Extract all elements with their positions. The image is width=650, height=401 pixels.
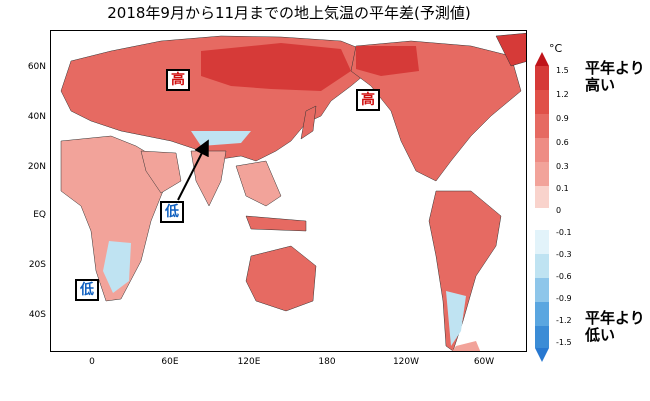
- legend-low-text: 平年より 低い: [585, 310, 650, 344]
- annotation-high-alaska: 高: [356, 89, 380, 111]
- legend-unit: °C: [549, 42, 563, 55]
- y-tick-20s: 20S: [28, 260, 46, 270]
- map-canvas: [60, 32, 526, 351]
- y-tick-eq: EQ: [33, 210, 46, 220]
- land-siberia-deep: [201, 43, 351, 91]
- legend-label-0-6: 0.6: [556, 138, 569, 147]
- land-arabia: [140, 150, 182, 194]
- legend-label-neg-1-2: -1.2: [556, 316, 572, 325]
- land-australia: [245, 245, 317, 312]
- legend-label-neg-0-3: -0.3: [556, 250, 572, 259]
- legend-label-neg-0-9: -0.9: [556, 294, 572, 303]
- legend-low-line2: 低い: [585, 326, 616, 344]
- legend-label-0: 0: [556, 206, 562, 215]
- legend-label-neg-1-5: -1.5: [556, 338, 572, 347]
- land-greenland: [495, 32, 526, 67]
- annotation-low-safrica: 低: [75, 279, 99, 301]
- y-tick-20n: 20N: [27, 162, 46, 172]
- map-title: 2018年9月から11月までの地上気温の平年差(予測値): [107, 4, 471, 22]
- land-india: [190, 150, 227, 207]
- legend-label-0-3: 0.3: [556, 162, 569, 171]
- legend-high-line2: 高い: [585, 76, 616, 94]
- legend-label-neg-0-6: -0.6: [556, 272, 572, 281]
- x-tick-120w: 120W: [392, 357, 420, 367]
- x-tick-60w: 60W: [473, 357, 495, 367]
- land-indonesia: [245, 215, 307, 232]
- legend-label-1-2: 1.2: [556, 90, 569, 99]
- x-tick-0: 0: [89, 357, 95, 367]
- y-tick-60n: 60N: [27, 62, 46, 72]
- y-tick-40s: 40S: [28, 310, 46, 320]
- land-southcone-cool: [446, 291, 466, 346]
- legend-label-1-5: 1.5: [556, 66, 569, 75]
- x-tick-120e: 120E: [237, 357, 261, 367]
- land-safrica-cool: [103, 241, 131, 293]
- x-tick-60e: 60E: [161, 357, 179, 367]
- land-south-america: [428, 190, 502, 351]
- land-japan: [300, 105, 317, 140]
- temperature-anomaly-map: [50, 30, 527, 352]
- legend-high-text: 平年より 高い: [585, 60, 650, 94]
- legend-label-neg-0-1: -0.1: [556, 228, 572, 237]
- y-tick-40n: 40N: [27, 112, 46, 122]
- legend-low-line1: 平年より: [585, 309, 645, 327]
- legend-label-0-9: 0.9: [556, 114, 569, 123]
- x-tick-180: 180: [318, 357, 336, 367]
- legend-colorbar: [535, 52, 549, 362]
- annotation-low-india: 低: [160, 201, 184, 223]
- land-seasia: [235, 160, 282, 207]
- annotation-high-eurasia: 高: [166, 69, 190, 91]
- land-africa: [60, 135, 164, 302]
- land-alaska-deep: [356, 46, 419, 76]
- arrow-to-india: [177, 139, 209, 201]
- land-antarctic-peninsula: [452, 341, 481, 351]
- legend-label-0-1: 0.1: [556, 184, 569, 193]
- legend-high-line1: 平年より: [585, 59, 645, 77]
